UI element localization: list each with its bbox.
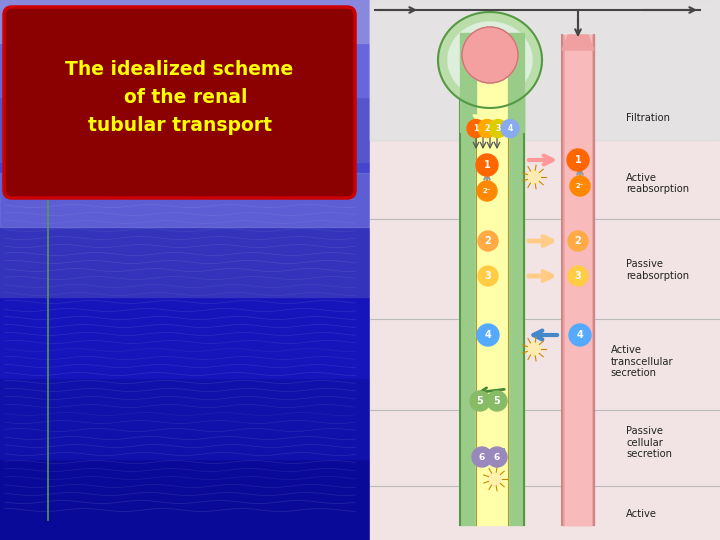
Bar (0, 162, 370, 227)
Bar (460, 33, 476, 132)
Circle shape (478, 231, 498, 251)
Text: 5: 5 (477, 396, 483, 406)
Bar (0, 297, 370, 378)
Text: Passive
reabsorption: Passive reabsorption (626, 259, 690, 281)
Bar (370, 0, 720, 540)
Text: The idealized scheme
  of the renal
tubular transport: The idealized scheme of the renal tubula… (66, 60, 294, 135)
Text: 1: 1 (473, 124, 479, 133)
Circle shape (568, 231, 588, 251)
Circle shape (501, 119, 519, 138)
Text: 3: 3 (485, 271, 491, 281)
Circle shape (470, 391, 490, 411)
Bar (0, 173, 370, 227)
Bar (0, 43, 370, 97)
Text: 2: 2 (485, 236, 491, 246)
Text: 4: 4 (577, 330, 583, 340)
Bar (0, 378, 370, 459)
Bar (508, 33, 524, 132)
FancyBboxPatch shape (4, 7, 355, 198)
Bar (370, 0, 720, 140)
Bar (476, 33, 508, 132)
Text: 6: 6 (479, 453, 485, 462)
Bar (370, 0, 720, 140)
Bar (0, 97, 370, 162)
Circle shape (568, 266, 588, 286)
Text: 6: 6 (494, 453, 500, 462)
Bar (562, 35, 594, 525)
Text: Filtration: Filtration (626, 113, 670, 123)
Bar (0, 459, 370, 540)
Text: Passive
cellular
secretion: Passive cellular secretion (626, 426, 672, 460)
Polygon shape (473, 115, 497, 132)
Text: 3: 3 (575, 271, 581, 281)
Circle shape (487, 391, 507, 411)
Circle shape (567, 149, 589, 171)
Circle shape (527, 342, 541, 356)
Text: 2⁻: 2⁻ (482, 188, 491, 194)
Circle shape (527, 170, 541, 184)
Circle shape (478, 266, 498, 286)
Circle shape (489, 119, 507, 138)
Text: 1: 1 (575, 155, 581, 165)
Circle shape (477, 181, 497, 201)
Circle shape (488, 472, 502, 486)
Bar (0, 0, 370, 43)
Text: 2: 2 (485, 124, 490, 133)
Text: Active: Active (626, 509, 657, 519)
Text: Active
reabsorption: Active reabsorption (626, 173, 690, 194)
Circle shape (569, 324, 591, 346)
Circle shape (476, 154, 498, 176)
Circle shape (467, 119, 485, 138)
Polygon shape (438, 12, 542, 108)
Text: 2: 2 (575, 236, 581, 246)
Text: 5: 5 (494, 396, 500, 406)
Bar (508, 35, 524, 525)
Polygon shape (562, 35, 594, 50)
Text: 1: 1 (484, 160, 490, 170)
Bar (476, 35, 508, 525)
Bar (0, 227, 370, 297)
Bar (460, 35, 476, 525)
Bar (565, 35, 591, 525)
Circle shape (477, 324, 499, 346)
Text: 2⁻: 2⁻ (576, 183, 584, 189)
Circle shape (487, 447, 507, 467)
Text: 4: 4 (485, 330, 491, 340)
Polygon shape (448, 22, 532, 98)
Circle shape (478, 119, 496, 138)
Circle shape (472, 447, 492, 467)
Circle shape (462, 27, 518, 83)
Text: 4: 4 (508, 124, 513, 133)
Circle shape (570, 176, 590, 196)
Text: 3: 3 (495, 124, 500, 133)
Text: Active
transcellular
secretion: Active transcellular secretion (611, 345, 673, 379)
